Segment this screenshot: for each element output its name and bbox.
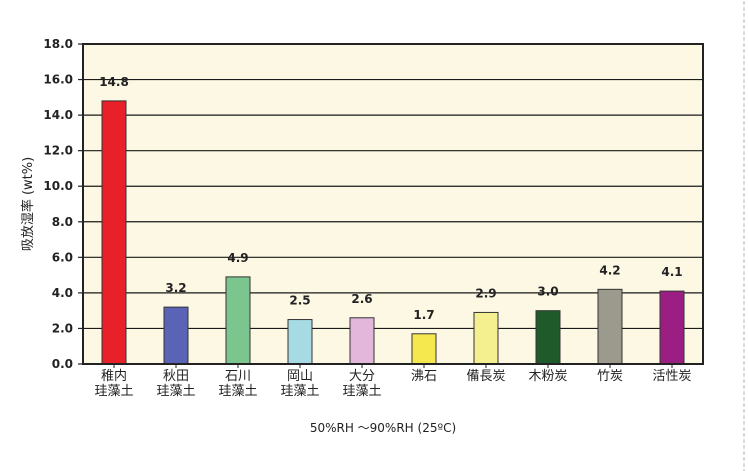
y-tick-label: 8.0 xyxy=(52,215,73,229)
plot-frame xyxy=(82,43,704,365)
y-axis-ticks: 0.0 2.0 4.0 6.0 8.0 10.0 12.0 14.0 16.0 18.0 xyxy=(43,37,83,371)
y-tick-label: 16.0 xyxy=(43,73,73,87)
x-tick-label: 備長炭 xyxy=(466,368,505,384)
bar xyxy=(473,311,499,365)
y-tick-label: 4.0 xyxy=(52,286,73,300)
x-tick-label: 珪藻土 xyxy=(342,384,381,399)
x-tick-label: 沸石 xyxy=(411,369,437,384)
bar xyxy=(225,276,251,365)
data-label: 3.0 xyxy=(537,285,558,299)
data-label: 4.2 xyxy=(599,263,620,277)
y-tick-label: 12.0 xyxy=(43,144,73,158)
x-tick-label: 岡山 xyxy=(287,369,313,384)
x-tick-label: 活性炭 xyxy=(652,369,691,384)
edge-dotted-line xyxy=(743,0,745,471)
x-axis-label: 50%RH ～90%RH (25ºC) xyxy=(310,421,456,435)
data-label: 2.5 xyxy=(289,294,310,308)
x-tick-label: 石川 xyxy=(225,369,251,384)
bar xyxy=(163,306,189,365)
y-tick-label: 18.0 xyxy=(43,37,73,51)
data-label: 4.1 xyxy=(661,265,682,279)
y-tick-label: 10.0 xyxy=(43,179,73,193)
x-tick-label: 珪藻土 xyxy=(218,384,257,399)
data-label: 2.9 xyxy=(475,286,496,300)
data-label: 4.9 xyxy=(227,251,248,265)
y-tick-label: 2.0 xyxy=(52,321,73,335)
y-axis-label: 吸放湿率 (wt%) xyxy=(20,157,36,251)
bar xyxy=(659,290,685,365)
data-label: 3.2 xyxy=(165,281,186,295)
y-tick-label: 0.0 xyxy=(52,357,73,371)
x-tick-label: 稚内 xyxy=(101,368,127,384)
bar xyxy=(287,319,313,365)
y-tick-label: 6.0 xyxy=(52,250,73,264)
x-tick-label: 木粉炭 xyxy=(528,369,567,384)
bar xyxy=(101,100,127,365)
bar xyxy=(349,317,375,365)
bar xyxy=(535,310,561,365)
data-label: 14.8 xyxy=(99,75,129,89)
data-label: 2.6 xyxy=(351,292,372,306)
x-tick-label: 珪藻土 xyxy=(156,384,195,399)
x-tick-label: 竹炭 xyxy=(597,369,623,384)
y-tick-label: 14.0 xyxy=(43,108,73,122)
value-labels: 14.8 3.2 4.9 2.5 2.6 1.7 2.9 3.0 4.2 4.1 xyxy=(99,75,682,322)
x-tick-label: 珪藻土 xyxy=(94,384,133,399)
bars xyxy=(101,100,685,365)
x-tick-label: 珪藻土 xyxy=(280,384,319,399)
bar xyxy=(597,288,623,365)
x-tick-label: 大分 xyxy=(349,369,375,384)
data-label: 1.7 xyxy=(413,308,434,322)
x-tick-label: 秋田 xyxy=(163,369,189,384)
bar xyxy=(411,333,437,365)
